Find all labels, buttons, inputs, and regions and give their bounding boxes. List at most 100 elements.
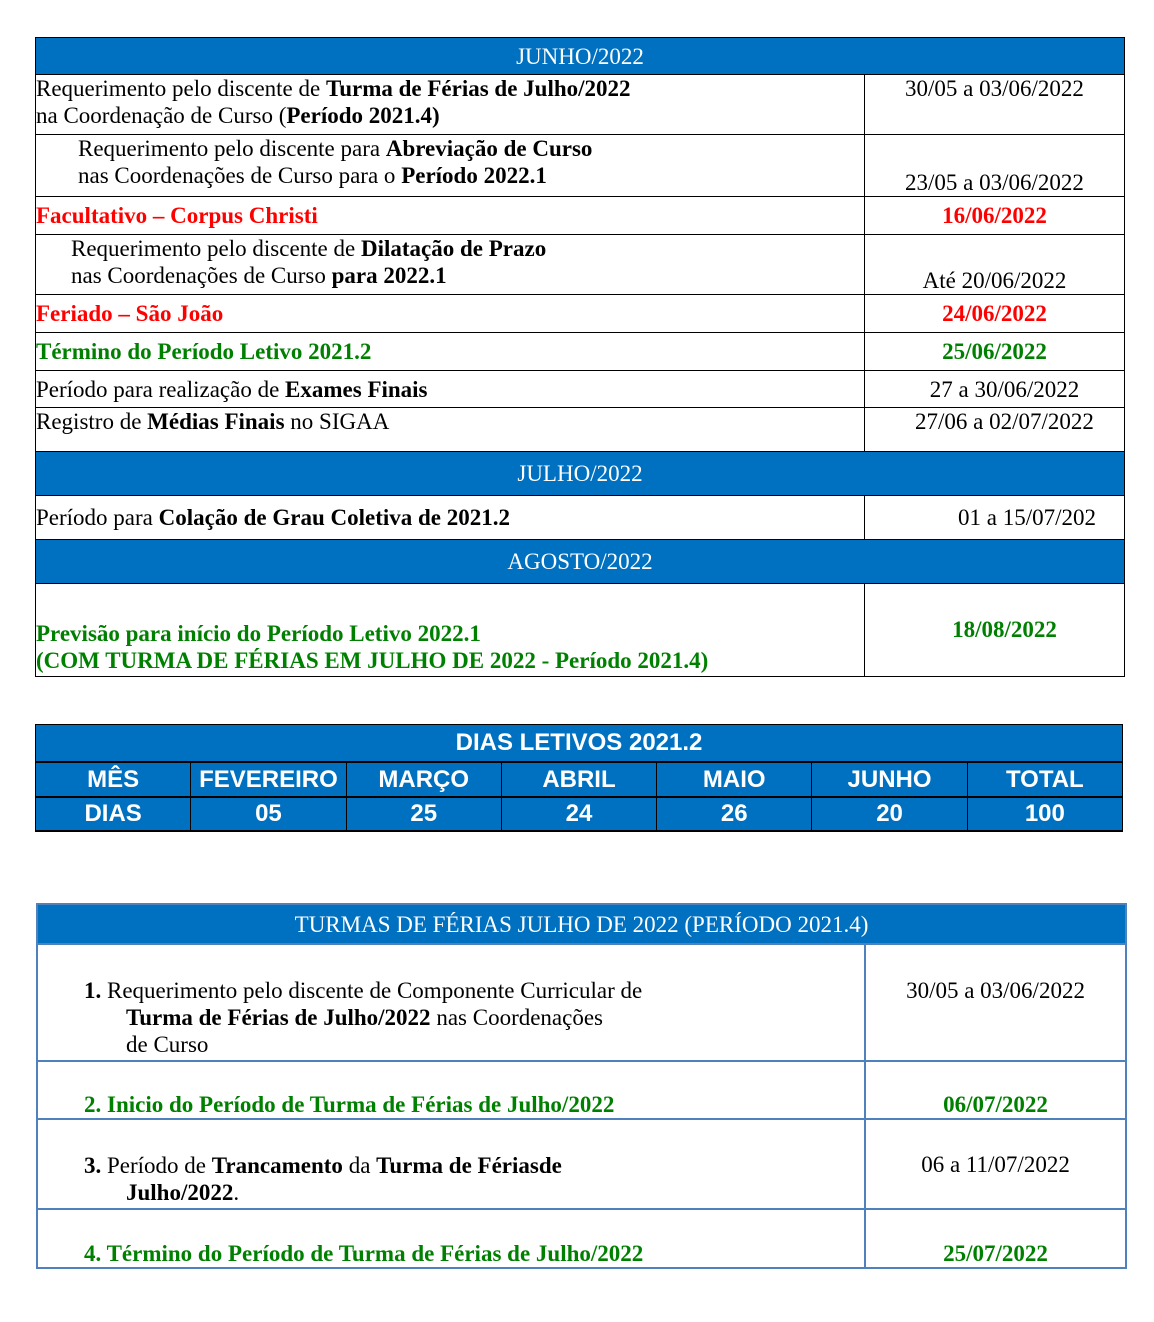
event-date: 27 a 30/06/2022 (864, 370, 1125, 408)
text-segment: Julho/2022 (126, 1180, 234, 1205)
event-description: Facultativo – Corpus Christi (35, 196, 865, 235)
calendar-row: Previsão para início do Período Letivo 2… (35, 583, 1125, 677)
school-days-table: DIAS LETIVOS 2021.2 MÊS FEVEREIRO MARÇO ABR… (34, 724, 1124, 832)
text-segment: para 2022.1 (331, 263, 447, 288)
event-description: Período para realização de Exames Finais (35, 370, 865, 408)
text-line: Período para Colação de Grau Coletiva de… (36, 504, 864, 531)
event-date: 25/06/2022 (864, 332, 1125, 371)
calendar-row: Registro de Médias Finais no SIGAA 27/06 … (35, 407, 1125, 452)
text-line: Julho/2022. (38, 1179, 864, 1206)
text-segment: Facultativo – Corpus Christi (36, 203, 318, 228)
text-segment: Período 2022.1 (401, 163, 547, 188)
month-header-row: AGOSTO/2022 (35, 539, 1125, 584)
text-segment: na Coordenação de Curso ( (36, 103, 287, 128)
text-segment: Período 2021.4) (286, 103, 440, 128)
text-segment: de Curso (126, 1032, 209, 1057)
text-line: 4. Término do Período de Turma de Férias… (38, 1240, 864, 1267)
text-segment: Período para (36, 505, 159, 530)
text-line: Turma de Férias de Julho/2022 nas Coorde… (38, 1004, 864, 1031)
text-segment: 1. (84, 978, 107, 1003)
event-description: 4. Término do Período de Turma de Férias… (36, 1208, 866, 1269)
event-description: Requerimento pelo discente de Dilatação … (35, 234, 865, 295)
text-segment: Período para realização de (36, 376, 286, 402)
text-line: Término do Período Letivo 2021.2 (36, 338, 864, 365)
text-segment: Requerimento pelo discente de (71, 236, 361, 261)
event-description: Requerimento pelo discente para Abreviaç… (35, 134, 865, 197)
calendar-row: Facultativo – Corpus Christi 16/06/2022 (35, 196, 1125, 235)
text-line: 1. Requerimento pelo discente de Compone… (38, 977, 864, 1004)
text-segment: Abreviação de Curso (385, 136, 593, 161)
event-description: 2. Inicio do Período de Turma de Férias … (36, 1060, 866, 1120)
text-line: Requerimento pelo discente de Turma de F… (36, 75, 864, 102)
month-header: AGOSTO/2022 (35, 539, 1125, 584)
text-line: Requerimento pelo discente para Abreviaç… (36, 135, 864, 162)
text-segment: . (233, 1180, 240, 1205)
text-line: Facultativo – Corpus Christi (36, 202, 864, 229)
event-description: Requerimento pelo discente de Turma de F… (35, 74, 865, 135)
text-line: Período para realização de Exames Finais (36, 376, 864, 403)
text-segment: Trancamento (211, 1153, 343, 1178)
summer-row: 2. Inicio do Período de Turma de Férias … (36, 1060, 1128, 1120)
calendar-row: Período para realização de Exames Finais… (35, 370, 1125, 408)
month-header: JUNHO/2022 (35, 37, 1125, 75)
days-value-cell: 25 (345, 796, 502, 832)
event-description: Previsão para início do Período Letivo 2… (35, 583, 865, 677)
text-line: na Coordenação de Curso (Período 2021.4) (36, 102, 864, 129)
text-line: (COM TURMA DE FÉRIAS EM JULHO DE 2022 - … (36, 647, 864, 674)
text-segment: Feriado – São João (36, 301, 224, 326)
event-description: 3. Período de Trancamento da Turma de Fé… (36, 1118, 866, 1210)
summer-classes-title: TURMAS DE FÉRIAS JULHO DE 2022 (PERÍODO … (35, 903, 1128, 945)
event-date: Até 20/06/2022 (864, 234, 1125, 295)
event-date: 30/05 a 03/06/2022 (863, 943, 1128, 1062)
summer-classes-table: TURMAS DE FÉRIAS JULHO DE 2022 (PERÍODO … (35, 903, 1128, 1269)
month-header: JULHO/2022 (35, 451, 1125, 496)
text-segment: nas Coordenações de Curso para o (78, 163, 402, 188)
days-value-cell: 24 (500, 796, 658, 832)
text-segment: (COM TURMA DE FÉRIAS EM JULHO DE 2022 - … (36, 648, 709, 673)
calendar-row: Requerimento pelo discente de Dilatação … (35, 234, 1125, 295)
text-segment: Previsão para início do Período Letivo 2… (36, 621, 481, 646)
days-value-cell: 26 (656, 796, 813, 832)
academic-calendar-table: JUNHO/2022 Requerimento pelo discente de … (35, 37, 1125, 677)
school-days-title: DIAS LETIVOS 2021.2 (35, 724, 1123, 763)
month-header-cell: TOTAL (966, 761, 1124, 798)
event-date: 01 a 15/07/202 (864, 495, 1125, 540)
text-line: Registro de Médias Finais no SIGAA (36, 408, 864, 435)
summer-row: 3. Período de Trancamento da Turma de Fé… (36, 1118, 1128, 1210)
text-line: 2. Inicio do Período de Turma de Férias … (38, 1091, 864, 1118)
text-segment: nas Coordenações de Curso (71, 263, 332, 288)
text-segment: no SIGAA (284, 409, 390, 434)
text-segment: Requerimento pelo discente de (36, 76, 326, 101)
text-line: Feriado – São João (36, 300, 864, 327)
summer-row: 1. Requerimento pelo discente de Compone… (36, 943, 1128, 1062)
text-segment: 3. (84, 1153, 107, 1178)
text-segment: Dilatação de Prazo (360, 236, 547, 261)
month-header-row: JULHO/2022 (35, 451, 1125, 496)
month-header-cell: MARÇO (345, 761, 502, 798)
event-date: 27/06 a 02/07/2022 (864, 407, 1125, 452)
event-description: 1. Requerimento pelo discente de Compone… (36, 943, 866, 1062)
text-segment: 2. Inicio do Período de Turma de Férias … (84, 1092, 615, 1117)
event-date: 06/07/2022 (863, 1060, 1128, 1120)
days-value-cell: 05 (190, 796, 347, 832)
month-header-cell: MAIO (656, 761, 813, 798)
text-segment: Término do Período Letivo 2021.2 (36, 339, 372, 364)
text-segment: Médias Finais (147, 409, 285, 434)
month-header-cell: JUNHO (811, 761, 968, 798)
event-date: 30/05 a 03/06/2022 (864, 74, 1125, 135)
event-date: 23/05 a 03/06/2022 (864, 134, 1125, 197)
event-date: 18/08/2022 (864, 583, 1125, 677)
text-segment: 4. Término do Período de Turma de Férias… (84, 1241, 644, 1266)
event-description: Feriado – São João (35, 294, 865, 333)
calendar-row: Requerimento pelo discente de Turma de F… (35, 74, 1125, 135)
days-value-cell: 100 (966, 796, 1124, 832)
event-description: Registro de Médias Finais no SIGAA (35, 407, 865, 452)
text-line: nas Coordenações de Curso para 2022.1 (36, 262, 864, 289)
text-line: Previsão para início do Período Letivo 2… (36, 620, 864, 647)
text-segment: da (342, 1153, 377, 1178)
text-line: de Curso (38, 1031, 864, 1058)
calendar-row: Feriado – São João 24/06/2022 (35, 294, 1125, 333)
text-segment: Requerimento pelo discente de Componente… (107, 978, 643, 1003)
text-line: Requerimento pelo discente de Dilatação … (36, 235, 864, 262)
text-segment: nas Coordenações (430, 1005, 604, 1030)
